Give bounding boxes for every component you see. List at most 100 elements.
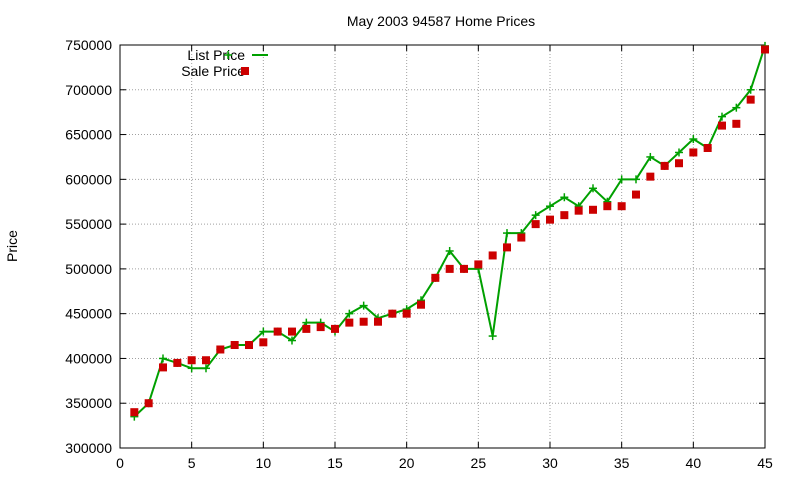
list-price-point — [503, 229, 511, 238]
y-tick-label: 600000 — [65, 171, 112, 187]
sale-price-point — [675, 159, 683, 168]
sale-price-point — [474, 260, 483, 269]
sale-price-point — [345, 318, 354, 327]
list-price-point — [718, 112, 726, 121]
sale-price-point — [245, 341, 253, 350]
sale-price-point — [216, 345, 225, 354]
list-price-point — [445, 246, 454, 255]
sale-price-point — [746, 95, 755, 104]
x-tick-label: 10 — [256, 455, 272, 471]
sale-price-point — [144, 399, 153, 408]
sale-price-point — [359, 317, 368, 326]
list-price-point — [345, 309, 354, 318]
sale-price-point — [574, 206, 583, 215]
list-price-point — [202, 364, 210, 373]
sale-price-point — [288, 327, 296, 336]
axis-ticks: 0 5 10 15 20 25 30 35 40 45 300000 350000 400000 4500… — [65, 37, 773, 471]
grid-lines — [120, 45, 765, 448]
sale-price-point — [689, 148, 698, 157]
x-tick-label: 5 — [188, 455, 196, 471]
x-tick-label: 40 — [686, 455, 702, 471]
list-price-point — [560, 193, 569, 202]
y-tick-label: 500000 — [65, 261, 112, 277]
sale-price-point — [130, 408, 139, 417]
sale-price-point — [560, 211, 569, 220]
x-tick-label: 30 — [542, 455, 558, 471]
list-price-point — [159, 354, 167, 363]
list-price-point — [359, 301, 368, 310]
list-price-point — [732, 103, 741, 112]
sale-price-point — [202, 356, 210, 365]
sale-price-point — [732, 119, 741, 128]
sale-price-point — [703, 143, 712, 152]
sale-price-point — [589, 205, 597, 214]
sale-price-point — [517, 233, 526, 242]
sale-price-point — [230, 341, 239, 350]
list-price-point — [632, 175, 640, 184]
plot-frame — [119, 44, 766, 449]
plot-border — [119, 44, 766, 449]
sale-price-point — [445, 264, 454, 273]
list-price-point — [689, 135, 698, 144]
sale-price-point — [761, 45, 769, 54]
sale-price-point — [302, 324, 311, 333]
legend-label-1: Sale Price — [181, 63, 245, 79]
y-tick-label: 450000 — [65, 306, 112, 322]
sale-price-point — [316, 323, 325, 332]
x-tick-label: 45 — [757, 455, 773, 471]
y-tick-label: 700000 — [65, 82, 112, 98]
sale-price-point — [603, 202, 612, 211]
list-price-point — [259, 327, 268, 336]
x-tick-label: 15 — [327, 455, 343, 471]
sale-price-point — [660, 161, 669, 170]
sale-price-point — [402, 309, 411, 318]
sale-price-point — [159, 363, 167, 372]
y-tick-label: 550000 — [65, 216, 112, 232]
sale-price-point — [503, 243, 511, 252]
list-price-point — [488, 332, 497, 341]
list-price-point — [617, 175, 626, 184]
sale-price-point — [331, 324, 339, 333]
y-axis-label: Price — [4, 230, 20, 262]
list-price-point — [589, 184, 597, 193]
list-price-point — [531, 211, 540, 220]
list-price-point — [546, 202, 554, 211]
list-price-point — [288, 336, 296, 345]
chart-title: May 2003 94587 Home Prices — [347, 13, 535, 29]
y-tick-label: 300000 — [65, 440, 112, 456]
sale-price-point — [187, 356, 196, 365]
list-price-point — [646, 152, 655, 161]
sale-price-point — [531, 220, 540, 229]
sale-price-point — [646, 172, 655, 181]
x-tick-label: 35 — [614, 455, 630, 471]
sale-price-point — [718, 121, 726, 130]
y-tick-label: 400000 — [65, 350, 112, 366]
sale-price-point — [546, 215, 554, 224]
sale-price-point — [417, 300, 425, 309]
list-price-point — [746, 85, 755, 94]
sale-price-point — [431, 273, 440, 282]
sale-price-point — [374, 317, 382, 326]
sale-price-point — [388, 309, 397, 318]
list-price-point — [675, 148, 683, 157]
list-price-line — [133, 45, 766, 418]
y-tick-label: 650000 — [65, 127, 112, 143]
y-tick-label: 350000 — [65, 395, 112, 411]
sale-price-point — [173, 358, 182, 367]
legend-marker-square — [241, 67, 249, 75]
sale-price-point — [460, 264, 468, 273]
sale-price-point — [273, 327, 282, 336]
x-tick-label: 0 — [116, 455, 124, 471]
x-tick-label: 25 — [471, 455, 487, 471]
x-tick-label: 20 — [399, 455, 415, 471]
legend-label-0: List Price — [187, 47, 245, 63]
sale-price-point — [617, 202, 626, 211]
y-tick-label: 750000 — [65, 37, 112, 53]
list-price-point — [187, 364, 196, 373]
sale-price-point — [632, 190, 640, 199]
series-layer — [130, 41, 769, 421]
sale-price-point — [488, 251, 497, 260]
sale-price-point — [259, 338, 268, 347]
